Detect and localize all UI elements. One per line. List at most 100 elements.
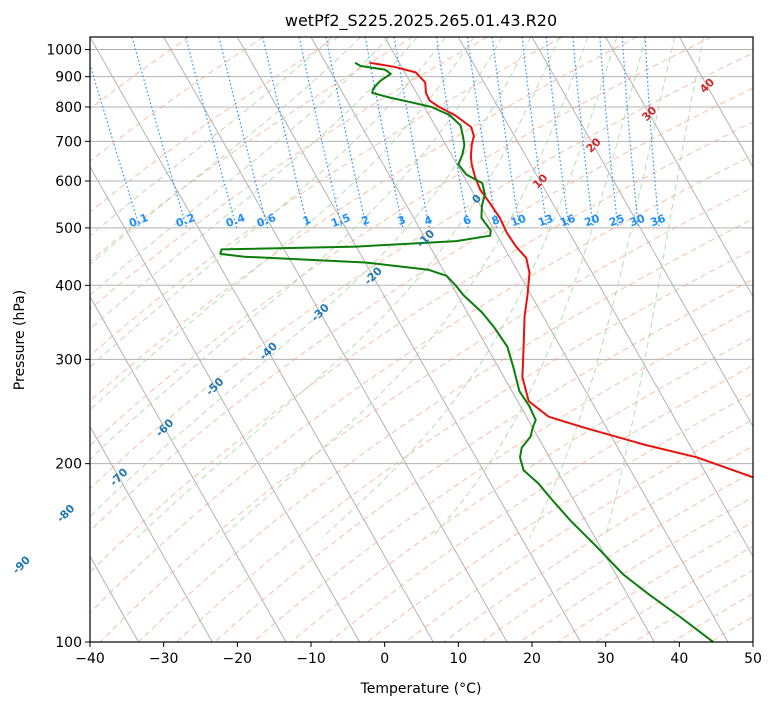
mixing-ratio-line bbox=[131, 37, 188, 229]
y-tick-label: 400 bbox=[55, 278, 82, 294]
mixing-ratio-line bbox=[621, 37, 640, 228]
x-tick-label: 50 bbox=[744, 651, 762, 667]
mixing-ratio-line bbox=[599, 37, 619, 228]
dry-adiabat-line bbox=[90, 37, 190, 110]
dry-adiabat-line bbox=[290, 336, 753, 642]
mixing-ratio-label: 0.2 bbox=[174, 211, 197, 230]
y-tick-label: 100 bbox=[55, 635, 82, 651]
moist-adiabat-line bbox=[90, 37, 418, 330]
x-tick-label: 0 bbox=[380, 651, 389, 667]
isotherm-line bbox=[90, 165, 361, 642]
dry-adiabat-line bbox=[90, 121, 753, 574]
dry-adiabat-line bbox=[90, 37, 339, 213]
x-tick-label: 20 bbox=[523, 651, 541, 667]
isotherm-line bbox=[531, 37, 753, 428]
mixing-ratio-line bbox=[545, 37, 570, 228]
mixing-ratio-label: 30 bbox=[628, 212, 647, 230]
x-tick-label: −30 bbox=[149, 651, 179, 667]
dry-adiabat-line bbox=[90, 37, 638, 402]
mixing-ratio-label: 0.6 bbox=[255, 211, 278, 230]
mixing-ratio-label: 6 bbox=[461, 213, 473, 228]
x-tick-label: −10 bbox=[296, 651, 326, 667]
y-tick-label: 500 bbox=[55, 221, 82, 237]
moist-adiabat-line bbox=[90, 37, 475, 411]
moist-adiabat-line bbox=[90, 37, 333, 237]
dry-adiabat-line bbox=[90, 37, 264, 163]
mixing-ratio-line bbox=[185, 37, 238, 229]
mixing-ratio-label: 2 bbox=[360, 213, 372, 228]
isotherm-line bbox=[236, 37, 582, 642]
y-tick-label: 300 bbox=[55, 352, 82, 368]
dry-adiabat-line bbox=[328, 364, 753, 642]
isotherm-line bbox=[678, 37, 753, 168]
mixing-ratio-line bbox=[262, 37, 309, 229]
background-lines bbox=[90, 37, 753, 642]
mixing-ratio-line bbox=[218, 37, 269, 229]
moist-adiabat-line bbox=[90, 37, 361, 265]
mixing-ratio-line bbox=[466, 37, 498, 229]
x-tick-label: −20 bbox=[223, 651, 253, 667]
isotherm-line bbox=[90, 295, 287, 642]
temperature-profile-line bbox=[369, 61, 753, 479]
mixing-ratio-label: 36 bbox=[649, 212, 668, 230]
isotherm-line bbox=[90, 425, 213, 642]
mixing-ratio-line bbox=[521, 37, 548, 228]
dry-adiabat-line bbox=[252, 308, 753, 642]
isotherm-line bbox=[457, 37, 753, 558]
x-tick-label: 30 bbox=[597, 651, 615, 667]
y-tick-label: 900 bbox=[55, 70, 82, 86]
y-axis-label: Pressure (hPa) bbox=[12, 290, 28, 390]
plot-frame bbox=[89, 36, 754, 643]
mixing-ratio-label: 20 bbox=[583, 212, 602, 230]
mixing-ratio-label: 13 bbox=[536, 212, 555, 229]
dry-adiabat-line bbox=[138, 218, 753, 642]
moist-adiabat-line bbox=[90, 37, 390, 296]
moist-adiabat-line bbox=[220, 37, 589, 539]
moist-adiabat-line bbox=[604, 37, 705, 538]
mixing-ratio-label: 16 bbox=[558, 212, 577, 230]
dewpoint-profile-line bbox=[219, 61, 714, 642]
mixing-ratio-label: 1 bbox=[301, 213, 313, 228]
moist-adiabat-line bbox=[321, 37, 618, 539]
mixing-ratio-line bbox=[325, 37, 368, 229]
dry-adiabat-line bbox=[90, 154, 753, 614]
chart-title: wetPf2_S225.2025.265.01.43.R20 bbox=[285, 11, 557, 31]
y-tick-label: 600 bbox=[55, 174, 82, 190]
mixing-ratio-label: 10 bbox=[509, 212, 528, 230]
axes: −40 −30 −20 −10 0 10 20 30 40 5010020030040050060… bbox=[46, 43, 762, 667]
mixing-ratio-label: 3 bbox=[396, 213, 408, 228]
x-tick-label: −40 bbox=[75, 651, 105, 667]
mixing-ratio-label: 0.1 bbox=[127, 211, 150, 230]
moist-adiabat-line bbox=[90, 37, 503, 460]
moist-adiabat-line bbox=[90, 37, 446, 368]
x-tick-label: 40 bbox=[670, 651, 688, 667]
mixing-ratio-line bbox=[572, 37, 594, 228]
mixing-ratio-line bbox=[491, 37, 521, 228]
dry-adiabat-line bbox=[90, 37, 414, 262]
isotherm-line bbox=[605, 37, 753, 298]
y-tick-label: 700 bbox=[55, 134, 82, 150]
profile-curves bbox=[219, 61, 753, 642]
mixing-ratio-line bbox=[298, 37, 343, 229]
mixing-ratio-label: 25 bbox=[607, 212, 626, 229]
mixing-ratio-label: 1.5 bbox=[329, 211, 352, 230]
isotherm-line bbox=[163, 37, 508, 642]
dry-adiabat-line bbox=[90, 37, 563, 357]
moist-adiabat-line bbox=[136, 37, 560, 539]
y-tick-label: 1000 bbox=[46, 43, 82, 59]
moist-adiabat-line bbox=[528, 37, 676, 538]
dry-adiabat-line bbox=[90, 37, 712, 446]
moist-adiabat-line bbox=[431, 37, 647, 539]
isotherm-line bbox=[90, 37, 434, 642]
dry-adiabat-line bbox=[90, 87, 753, 532]
x-axis-label: Temperature (°C) bbox=[360, 681, 482, 697]
isotherm-line bbox=[384, 37, 729, 642]
mixing-ratio-label: 0.4 bbox=[224, 211, 247, 230]
dry-adiabat-line bbox=[100, 186, 753, 642]
mixing-ratio-label: 8 bbox=[490, 213, 502, 228]
x-tick-label: 10 bbox=[449, 651, 467, 667]
y-tick-label: 800 bbox=[55, 100, 82, 116]
y-tick-label: 200 bbox=[55, 457, 82, 473]
mixing-ratio-label: 4 bbox=[422, 213, 434, 228]
